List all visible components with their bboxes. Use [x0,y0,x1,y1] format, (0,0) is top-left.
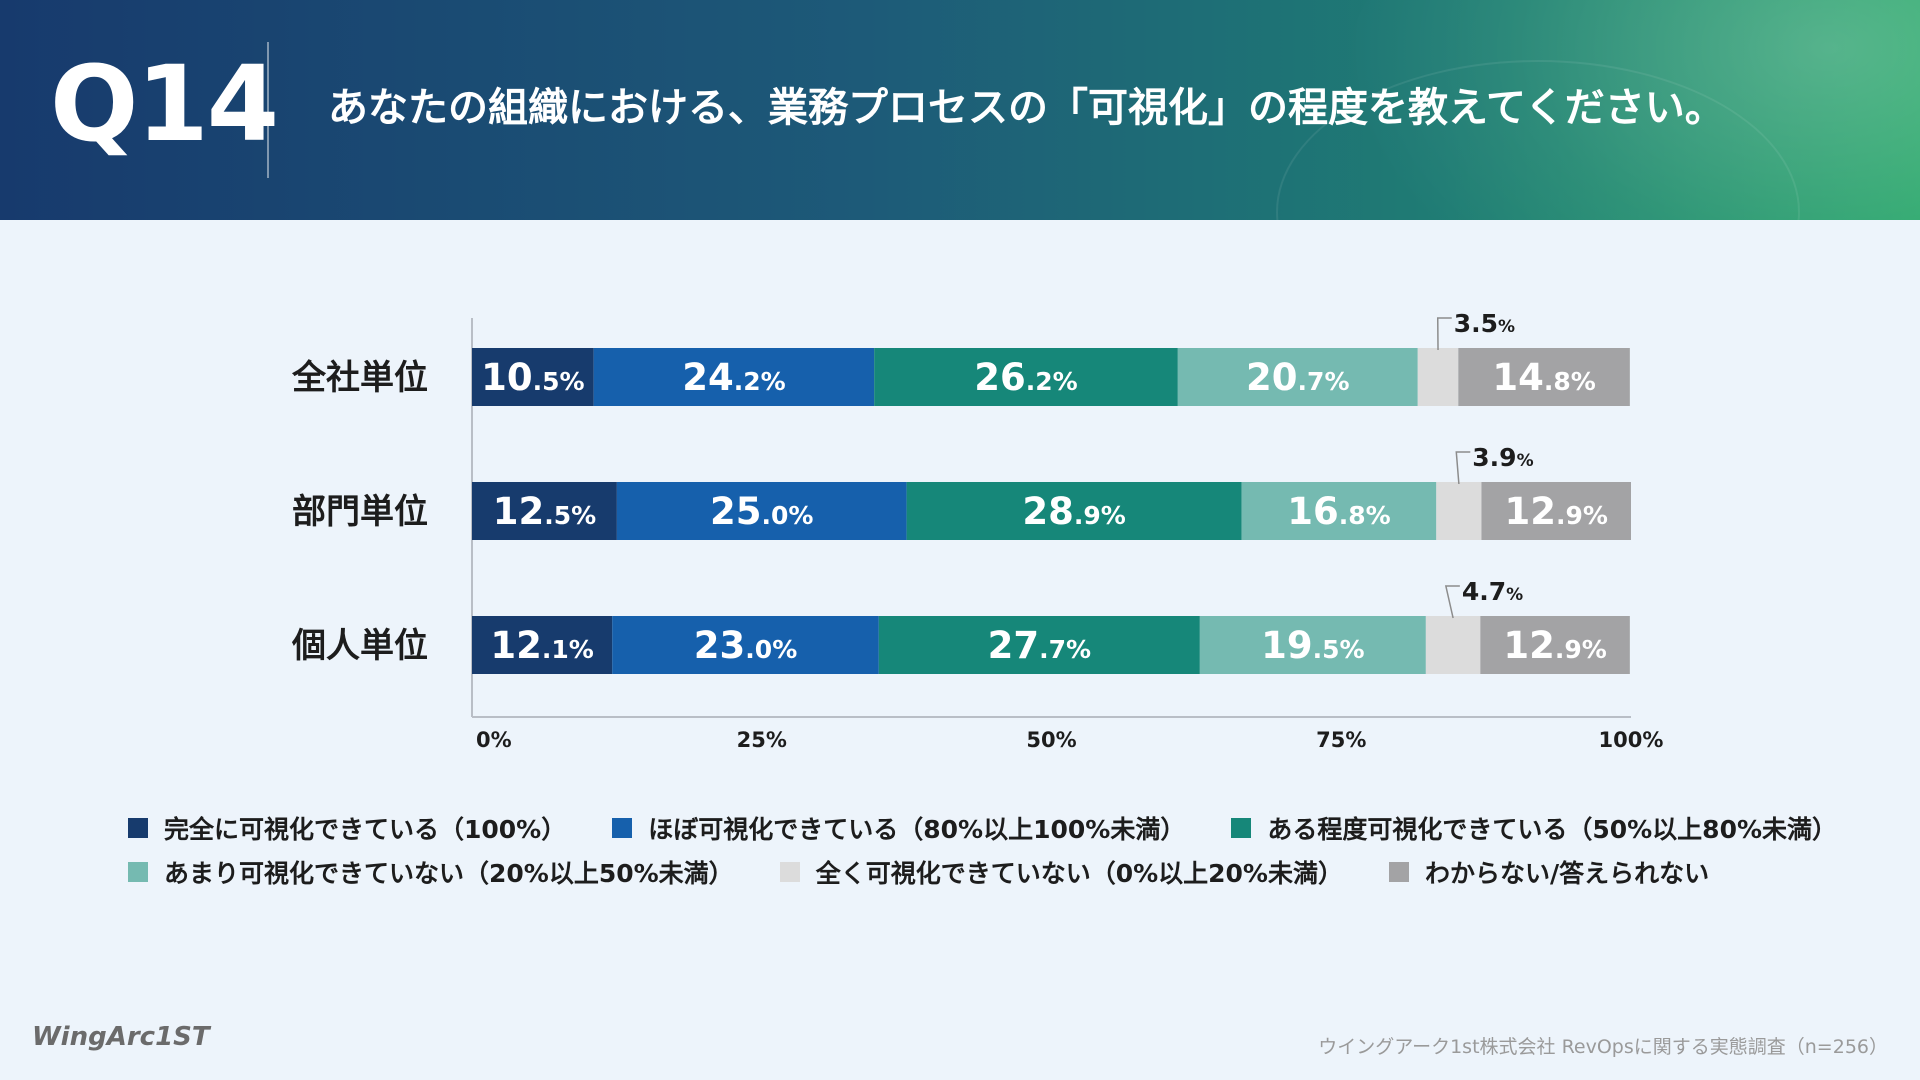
bar-segment [1417,348,1459,406]
bar-segment [1241,482,1437,540]
header-divider [267,42,269,178]
bar-segment [878,616,1200,674]
bar-segment [1458,348,1630,406]
legend-label: あまり可視化できていない（20%以上50%未満） [164,859,734,888]
data-label: 12.5% [493,490,596,533]
bar-segment [593,348,875,406]
data-label: 27.7% [988,624,1091,667]
legend-swatch [1231,818,1252,838]
data-label: 16.8% [1287,490,1390,533]
data-label: 23.0% [694,624,797,667]
data-label: 28.9% [1022,490,1125,533]
legend-swatch [1388,862,1409,882]
legend-item: ある程度可視化できている（50%以上80%未満） [1231,810,1837,846]
legend-label: わからない/答えられない [1424,859,1710,888]
company-logo: WingArc1ST [32,1022,210,1052]
data-label: 10.5% [481,356,584,399]
legend-swatch [128,818,148,838]
question-title: あなたの組織における、業務プロセスの「可視化」の程度を教えてください。 [328,85,1725,131]
legend-label: 完全に可視化できている（100%） [164,815,567,844]
data-label: 12.1% [490,624,593,667]
bar-segment [1199,616,1426,674]
bar-segment [906,482,1242,540]
leader-line [1455,451,1471,485]
category-label: 個人単位 [291,626,428,666]
question-number: Q14 [50,43,279,165]
data-label: 24.2% [682,356,785,399]
bar-segment [472,616,613,674]
legend-item: わからない/答えられない [1388,854,1710,890]
header-banner: Q14 あなたの組織における、業務プロセスの「可視化」の程度を教えてください。 [0,0,1920,220]
bar-segment [1481,482,1631,540]
bar-segment [1480,616,1630,674]
category-label: 部門単位 [292,492,428,532]
data-label: 20.7% [1246,356,1349,399]
bar-segment [616,482,907,540]
data-label: 26.2% [974,356,1077,399]
data-label: 25.0% [710,490,813,533]
bar-segment [1436,482,1482,540]
source-footnote: ウイングアーク1st株式会社 RevOpsに関する実態調査（n=256） [1318,1036,1888,1058]
data-label: 3.9% [1472,443,1533,472]
legend-label: ある程度可視化できている（50%以上80%未満） [1267,815,1838,844]
x-tick-label: 0% [476,728,512,752]
bar-segment [472,482,617,540]
legend-swatch [779,862,800,882]
legend-item: あまり可視化できていない（20%以上50%未満） [128,854,734,890]
legend-label: ほぼ可視化できている（80%以上100%未満） [648,815,1186,844]
legend-item: 全く可視化できていない（0%以上20%未満） [779,854,1343,890]
bar-segment [1177,348,1418,406]
leader-line [1436,317,1452,351]
data-label: 3.5% [1454,309,1515,338]
chart-legend: 完全に可視化できている（100%） ほぼ可視化できている（80%以上100%未満）… [128,806,1837,894]
legend-item: 完全に可視化できている（100%） [128,810,566,846]
x-tick-label: 50% [1026,728,1076,752]
data-label: 19.5% [1261,624,1364,667]
bar-segment [1425,616,1481,674]
data-label: 4.7% [1462,577,1523,606]
legend-swatch [612,818,633,838]
category-label: 全社単位 [291,358,428,398]
legend-item: ほぼ可視化できている（80%以上100%未満） [612,810,1185,846]
data-label: 12.9% [1505,490,1608,533]
leader-line [1444,585,1460,619]
legend-swatch [128,862,148,882]
data-label: 12.9% [1503,624,1606,667]
x-tick-label: 100% [1599,728,1664,752]
legend-label: 全く可視化できていない（0%以上20%未満） [815,859,1343,888]
bar-segment [472,348,594,406]
x-tick-label: 25% [737,728,787,752]
legend-row: あまり可視化できていない（20%以上50%未満） 全く可視化できていない（0%以上… [128,850,1828,894]
bar-segment [612,616,879,674]
data-label: 14.8% [1492,356,1595,399]
bar-segment [874,348,1178,406]
x-tick-label: 75% [1316,728,1366,752]
legend-row: 完全に可視化できている（100%） ほぼ可視化できている（80%以上100%未満）… [128,806,1837,850]
